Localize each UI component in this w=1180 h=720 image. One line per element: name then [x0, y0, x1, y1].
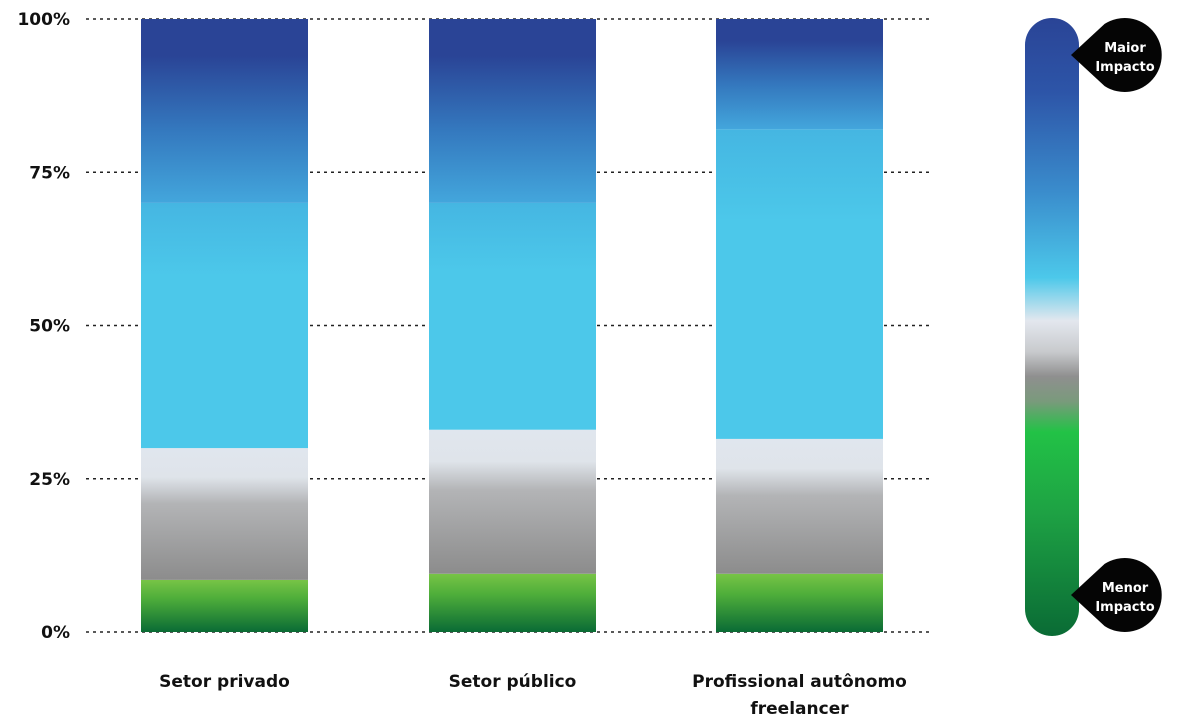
bar-segment: [429, 573, 596, 632]
x-category-label: freelancer: [750, 699, 849, 719]
legend-pointer: Menor Impacto: [1071, 558, 1162, 632]
bar-segment: [716, 129, 883, 439]
bar-segment: [716, 19, 883, 130]
bar-segment: [429, 429, 596, 574]
x-category-label: Setor privado: [159, 672, 290, 692]
gradient-legend: Maior Impacto Menor Impacto: [1025, 18, 1162, 636]
legend-pointer-shape: [1071, 18, 1162, 92]
y-tick-label: 50%: [29, 317, 70, 337]
bar-segment: [429, 202, 596, 430]
y-tick-label: 100%: [17, 10, 70, 30]
legend-label: Maior: [1104, 41, 1146, 56]
y-tick-label: 75%: [29, 163, 70, 183]
legend-label: Impacto: [1095, 60, 1154, 75]
x-category-label: Setor público: [449, 672, 577, 692]
x-category-label: Profissional autônomo: [692, 672, 907, 692]
y-tick-label: 0%: [41, 623, 70, 643]
legend-gradient-bar: [1025, 18, 1079, 636]
legend-label: Impacto: [1095, 600, 1154, 615]
legend-label: Menor: [1102, 581, 1149, 596]
legend-pointer: Maior Impacto: [1071, 18, 1162, 92]
bar-segment: [141, 579, 308, 632]
legend-pointer-shape: [1071, 558, 1162, 632]
bar-segment: [141, 19, 308, 203]
bars-layer: [141, 19, 883, 632]
bar-segment: [716, 573, 883, 632]
bar-segment: [141, 202, 308, 449]
bar-segment: [141, 448, 308, 580]
bar-segment: [429, 19, 596, 203]
bar-segment: [716, 438, 883, 574]
y-tick-label: 25%: [29, 470, 70, 490]
labels-layer: 0% 25% 50% 75% 100% Setor privado Setor públic…: [17, 10, 906, 719]
